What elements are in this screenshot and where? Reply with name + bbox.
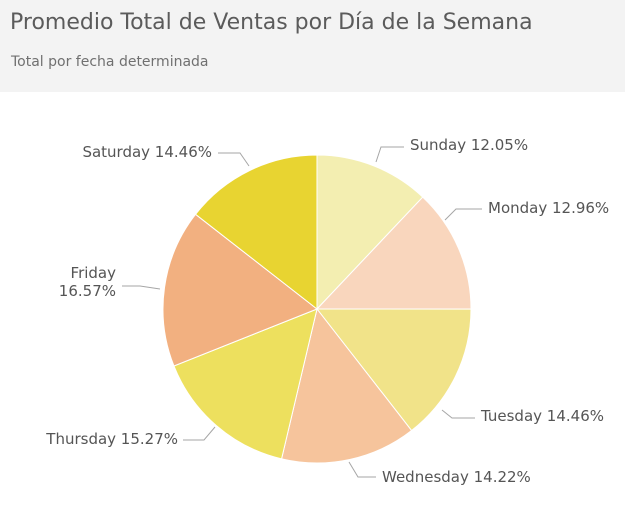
pie-slice-friday[interactable] — [162, 213, 318, 367]
leader-line-sunday — [375, 146, 404, 163]
chart-header: Promedio Total de Ventas por Día de la S… — [0, 0, 625, 92]
leader-line-monday — [444, 208, 482, 221]
leader-line-thursday — [183, 426, 216, 441]
pie-slice-sunday[interactable] — [316, 154, 424, 311]
slice-label-saturday: Saturday 14.46% — [82, 143, 212, 161]
pie-slice-thursday[interactable] — [173, 308, 318, 460]
pie-slice-saturday[interactable] — [194, 154, 318, 311]
chart-title: Promedio Total de Ventas por Día de la S… — [10, 10, 533, 35]
slice-label-monday: Monday 12.96% — [488, 199, 609, 217]
slice-label-thursday: Thursday 15.27% — [45, 430, 178, 448]
leader-line-friday — [122, 285, 161, 290]
pie-slice-tuesday[interactable] — [315, 308, 472, 432]
slice-label-sunday: Sunday 12.05% — [410, 136, 528, 154]
leader-line-tuesday — [441, 409, 475, 419]
chart-subtitle: Total por fecha determinada — [11, 54, 209, 70]
slice-label-tuesday: Tuesday 14.46% — [480, 407, 604, 425]
leader-line-saturday — [218, 152, 250, 167]
leader-line-wednesday — [348, 461, 376, 478]
pie-slice-monday[interactable] — [315, 196, 472, 310]
slice-label-wednesday: Wednesday 14.22% — [382, 468, 531, 486]
pie-slice-wednesday[interactable] — [280, 307, 413, 464]
slice-label-friday: Friday 16.57% — [59, 264, 116, 300]
